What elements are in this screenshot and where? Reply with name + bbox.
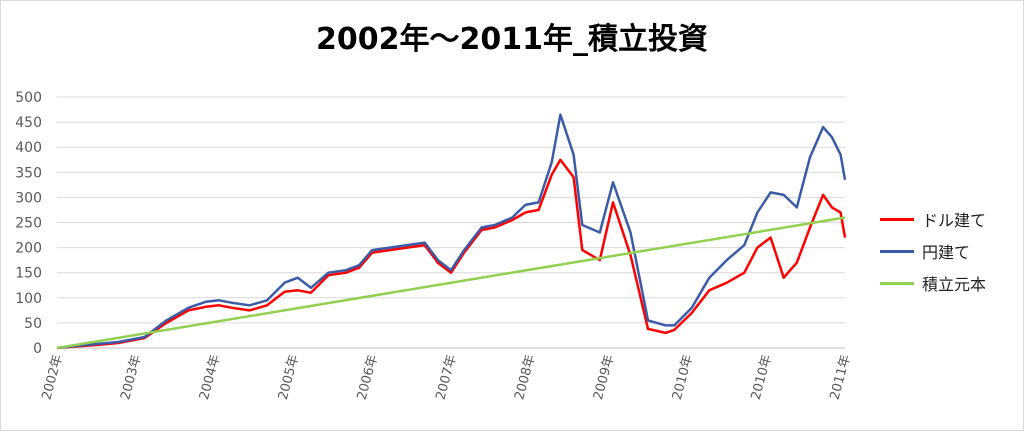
series-line-2	[56, 216, 846, 350]
legend-swatch	[880, 281, 914, 285]
y-tick-label: 500	[15, 90, 42, 106]
x-tick-label: 2011年	[827, 353, 853, 401]
grid-lines	[57, 96, 845, 349]
x-tick-label: 2004年	[197, 353, 223, 401]
y-axis-ticks: 0 50 100 150 200 250 300 350 400 450 500	[15, 90, 42, 357]
x-tick-label: 2005年	[276, 353, 302, 401]
x-tick-label: 2008年	[512, 353, 538, 401]
x-axis-ticks: 2002年 2003年 2004年 2005年 2006年 2007年 2008年 2009年…	[39, 353, 853, 401]
series-lines	[56, 113, 847, 350]
x-tick-label: 2003年	[118, 353, 144, 401]
y-tick-label: 400	[15, 140, 42, 156]
legend-item-1: 円建て	[880, 235, 986, 267]
y-tick-label: 450	[15, 115, 42, 131]
y-tick-label: 100	[15, 291, 42, 307]
legend-label: 積立元本	[922, 275, 987, 294]
chart-title: 2002年～2011年_積立投資	[316, 22, 708, 57]
legend-label: 円建て	[922, 243, 971, 262]
legend-swatch	[880, 249, 914, 253]
x-tick-label: 2007年	[433, 353, 459, 401]
legend-item-0: ドル建て	[880, 203, 986, 235]
legend-label: ドル建て	[922, 211, 987, 230]
y-tick-label: 150	[15, 266, 42, 282]
y-tick-label: 0	[33, 341, 42, 357]
legend-swatch	[880, 217, 914, 221]
x-tick-label: 2006年	[355, 353, 381, 401]
x-tick-label: 2010年	[670, 353, 696, 401]
y-tick-label: 50	[24, 316, 42, 332]
series-line-0	[56, 158, 847, 350]
y-tick-label: 200	[15, 241, 42, 257]
series-line-1	[56, 113, 847, 350]
x-tick-label: 2009年	[591, 353, 617, 401]
x-tick-label: 2010年	[749, 353, 775, 401]
legend: ドル建て円建て積立元本	[880, 203, 986, 299]
y-tick-label: 300	[15, 190, 42, 206]
y-tick-label: 350	[15, 165, 42, 181]
y-tick-label: 250	[15, 216, 42, 232]
x-tick-label: 2002年	[39, 353, 65, 401]
legend-item-2: 積立元本	[880, 267, 986, 299]
